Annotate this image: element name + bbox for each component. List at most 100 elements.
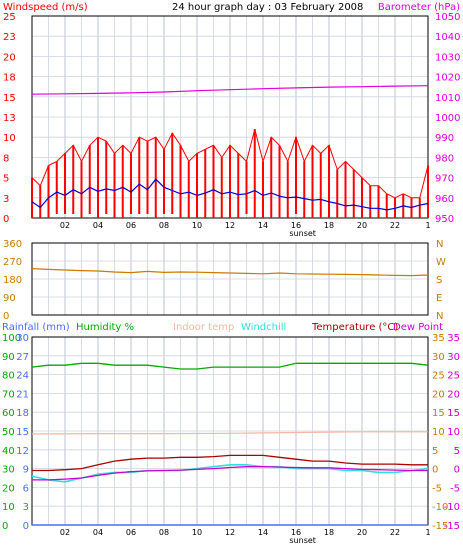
windspeed-axis-title: Windspeed (m/s) bbox=[3, 2, 88, 13]
humidity-tick-label: 12 bbox=[16, 446, 29, 457]
rainfall-tick-label: 60 bbox=[2, 408, 15, 419]
windspeed-line bbox=[31, 128, 429, 199]
x-tick-label: 1 bbox=[425, 528, 430, 537]
x-tick-label: 12 bbox=[225, 221, 235, 230]
legend-indoor-temp: Indoor temp bbox=[173, 322, 234, 333]
temperature-tick-label-left: -5 bbox=[432, 483, 442, 494]
x-tick-label: 22 bbox=[390, 528, 400, 537]
temperature-tick-label-right: -15 bbox=[444, 521, 460, 532]
temperature-line bbox=[32, 454, 428, 472]
legend-humidity: Humidity % bbox=[76, 322, 134, 333]
sunset-label: sunset bbox=[289, 229, 316, 238]
rainfall-tick-label: 20 bbox=[2, 483, 15, 494]
temperature-tick-label-left: 20 bbox=[432, 389, 445, 400]
average-wind-line bbox=[31, 178, 429, 211]
dir-frame bbox=[31, 242, 429, 316]
direction-compass-label: S bbox=[436, 275, 442, 286]
humidity-tick-label: 6 bbox=[23, 483, 29, 494]
barometer-tick-label: 950 bbox=[435, 214, 454, 225]
temperature-tick-label-right: 10 bbox=[447, 427, 460, 438]
x-tick-label: 14 bbox=[258, 528, 268, 537]
rainfall-tick-label: 10 bbox=[2, 502, 15, 513]
indoor-temp-line bbox=[31, 431, 428, 435]
direction-degree-label: 360 bbox=[3, 239, 22, 250]
x-tick-label: 10 bbox=[192, 221, 202, 230]
x-tick-label: 20 bbox=[357, 528, 367, 537]
x-tick-label: 20 bbox=[357, 221, 367, 230]
rainfall-tick-label: 90 bbox=[2, 352, 15, 363]
temperature-tick-label-left: 5 bbox=[432, 446, 438, 457]
direction-degree-label: 270 bbox=[3, 257, 22, 268]
humidity-tick-label: 18 bbox=[16, 408, 29, 419]
temperature-tick-label-right: -5 bbox=[450, 483, 460, 494]
temperature-tick-label-left: -15 bbox=[432, 521, 448, 532]
temperature-tick-label-left: 35 bbox=[432, 333, 445, 344]
windspeed-tick-label: 13 bbox=[3, 113, 16, 124]
direction-compass-label: E bbox=[436, 293, 442, 304]
x-tick-label: 14 bbox=[258, 221, 268, 230]
x-tick-label: 06 bbox=[126, 221, 136, 230]
x-tick-label: 12 bbox=[225, 528, 235, 537]
barometer-tick-label: 1030 bbox=[435, 52, 460, 63]
windspeed-tick-label: 0 bbox=[3, 214, 9, 225]
x-tick-label: 1 bbox=[425, 221, 430, 230]
dew-point-line bbox=[32, 466, 428, 481]
x-tick-label: 04 bbox=[93, 221, 103, 230]
wind-barometer-panel: 2523201815131085301050104010301020101010… bbox=[3, 12, 460, 238]
x-tick-label: 18 bbox=[324, 528, 334, 537]
rainfall-tick-label: 0 bbox=[2, 521, 8, 532]
x-tick-label: 02 bbox=[60, 221, 70, 230]
temperature-tick-label-left: -10 bbox=[432, 502, 448, 513]
barometer-tick-label: 1040 bbox=[435, 32, 460, 43]
barometer-tick-label: 1050 bbox=[435, 12, 460, 23]
legend-dew-point: Dew Point bbox=[393, 322, 443, 333]
barometer-tick-label: 1000 bbox=[435, 113, 460, 124]
windspeed-tick-label: 20 bbox=[3, 52, 16, 63]
windchill-line bbox=[31, 463, 429, 483]
rainfall-tick-label: 100 bbox=[2, 333, 21, 344]
barometer-tick-label: 970 bbox=[435, 174, 454, 185]
windspeed-tick-label: 23 bbox=[3, 32, 16, 43]
direction-compass-label: N bbox=[436, 311, 443, 322]
rainfall-tick-label: 70 bbox=[2, 389, 15, 400]
sunset-label: sunset bbox=[289, 536, 316, 545]
temperature-tick-label-left: 25 bbox=[432, 371, 445, 382]
temperature-tick-label-right: -10 bbox=[444, 502, 460, 513]
windspeed-tick-label: 18 bbox=[3, 73, 16, 84]
temperature-tick-label-right: 25 bbox=[447, 371, 460, 382]
temperature-tick-label-right: 0 bbox=[454, 465, 460, 476]
legend-windchill: Windchill bbox=[241, 322, 286, 333]
temperature-tick-label-left: 0 bbox=[432, 465, 438, 476]
temperature-tick-label-right: 35 bbox=[447, 333, 460, 344]
rainfall-tick-label: 50 bbox=[2, 427, 15, 438]
barometer-tick-label: 990 bbox=[435, 133, 454, 144]
humidity-tick-label: 24 bbox=[16, 371, 29, 382]
direction-compass-label: N bbox=[436, 239, 443, 250]
windspeed-tick-label: 10 bbox=[3, 133, 16, 144]
temperature-tick-label-right: 5 bbox=[454, 446, 460, 457]
x-tick-label: 16 bbox=[291, 528, 301, 537]
humidity-tick-label: 3 bbox=[23, 502, 29, 513]
windspeed-tick-label: 15 bbox=[3, 93, 16, 104]
barometer-tick-label: 960 bbox=[435, 194, 454, 205]
x-tick-label: 04 bbox=[93, 528, 103, 537]
legend-rainfall: Rainfall (mm) bbox=[2, 322, 70, 333]
temperature-tick-label-right: 15 bbox=[447, 408, 460, 419]
rainfall-tick-label: 40 bbox=[2, 446, 15, 457]
direction-compass-label: W bbox=[436, 257, 446, 268]
humidity-tick-label: 15 bbox=[16, 427, 29, 438]
temperature-humidity-panel: 1009080706050403020100302724211815129630… bbox=[2, 333, 460, 545]
x-tick-label: 08 bbox=[159, 528, 169, 537]
wind-direction-line bbox=[31, 268, 429, 277]
windspeed-tick-label: 5 bbox=[3, 174, 9, 185]
barometer-line bbox=[31, 85, 429, 95]
x-tick-label: 02 bbox=[60, 528, 70, 537]
x-tick-label: 22 bbox=[390, 221, 400, 230]
humidity-tick-label: 21 bbox=[16, 389, 29, 400]
windspeed-tick-label: 3 bbox=[3, 194, 9, 205]
barometer-axis-title: Barometer (hPa) bbox=[378, 2, 460, 13]
windspeed-tick-label: 25 bbox=[3, 12, 16, 23]
humidity-line bbox=[31, 362, 429, 370]
